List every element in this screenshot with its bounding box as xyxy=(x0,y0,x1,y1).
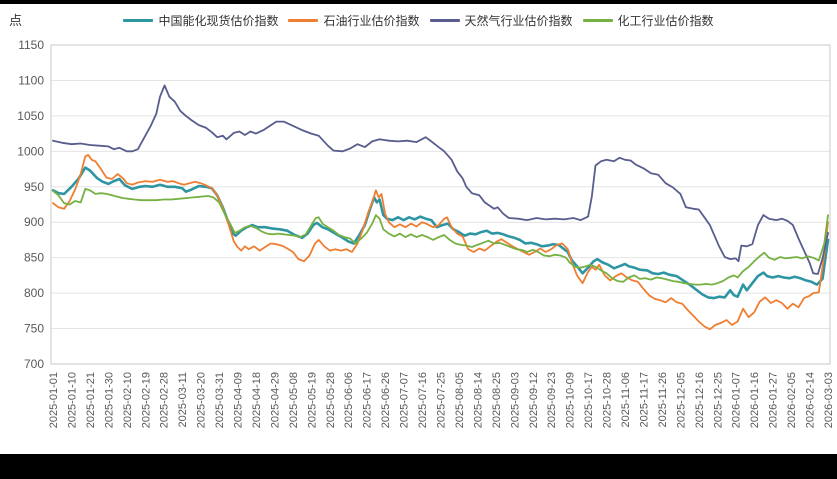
legend-label: 中国能化现货估价指数 xyxy=(158,14,279,28)
x-tick-label: 2025-10-17 xyxy=(583,372,595,428)
x-tick-label: 2025-02-10 xyxy=(122,372,134,428)
x-tick-label: 2025-08-25 xyxy=(491,372,503,428)
x-tick-label: 2025-11-17 xyxy=(638,372,650,427)
x-tick-label: 2025-02-28 xyxy=(159,372,171,428)
x-tick-label: 2025-08-14 xyxy=(472,372,484,428)
legend-item-0: 中国能化现货估价指数 xyxy=(123,12,278,29)
y-tick-label: 800 xyxy=(24,286,44,300)
x-tick-label: 2025-09-12 xyxy=(528,372,540,428)
x-tick-label: 2025-06-06 xyxy=(343,372,355,428)
x-tick-label: 2025-03-11 xyxy=(177,372,189,427)
legend-item-1: 石油行业估价指数 xyxy=(288,12,420,29)
x-tick-label: 2026-02-05 xyxy=(786,372,798,428)
legend-line-swatch xyxy=(123,19,154,22)
legend-item-3: 化工行业估价指数 xyxy=(582,12,714,29)
series-line-3 xyxy=(52,187,829,286)
x-tick-label: 2025-07-25 xyxy=(436,372,448,428)
x-tick-label: 2025-01-30 xyxy=(103,372,115,428)
x-tick-label: 2025-06-26 xyxy=(380,372,392,428)
series-line-1 xyxy=(52,153,829,331)
x-tick-label: 2025-12-05 xyxy=(675,372,687,428)
x-tick-label: 2025-07-16 xyxy=(417,372,429,428)
legend-label: 石油行业估价指数 xyxy=(323,14,420,28)
x-tick-label: 2025-05-19 xyxy=(306,372,318,428)
y-tick-label: 1050 xyxy=(17,109,44,123)
top-black-bar xyxy=(0,0,837,4)
x-tick-label: 2025-04-09 xyxy=(233,372,245,428)
x-tick-label: 2025-07-07 xyxy=(399,372,411,428)
x-tick-label: 2025-10-28 xyxy=(602,372,614,428)
legend-line-swatch xyxy=(429,19,460,22)
x-tick-label: 2025-01-01 xyxy=(48,372,60,428)
plot-border xyxy=(50,44,831,365)
legend: 中国能化现货估价指数 石油行业估价指数 天然气行业估价指数 化工行业估价指数 xyxy=(0,12,837,29)
x-tick-label: 2025-11-26 xyxy=(657,372,669,427)
x-tick-label: 2026-02-14 xyxy=(805,372,817,428)
x-tick-label: 2025-10-09 xyxy=(565,372,577,428)
x-tick-label: 2026-01-07 xyxy=(731,372,743,428)
x-tick-label: 2025-08-05 xyxy=(454,372,466,428)
x-tick-label: 2025-02-19 xyxy=(140,372,152,428)
x-tick-label: 2026-03-03 xyxy=(823,372,835,428)
series-line-2 xyxy=(52,84,829,275)
x-tick-label: 2025-09-03 xyxy=(509,372,521,428)
bottom-black-bar xyxy=(0,454,837,479)
x-tick-label: 2026-01-27 xyxy=(768,372,780,428)
y-axis-unit-label: 点 xyxy=(9,13,23,28)
x-tick-label: 2025-11-06 xyxy=(620,372,632,427)
y-tick-label: 700 xyxy=(24,357,44,371)
legend-item-2: 天然气行业估价指数 xyxy=(429,12,573,29)
y-tick-label: 1150 xyxy=(18,38,44,52)
x-tick-label: 2025-03-20 xyxy=(196,372,208,428)
y-tick-label: 900 xyxy=(24,215,44,229)
x-tick-label: 2025-04-18 xyxy=(251,372,263,428)
x-tick-label: 2025-01-21 xyxy=(85,372,97,428)
x-tick-label: 2025-05-08 xyxy=(288,372,300,428)
x-tick-label: 2025-12-16 xyxy=(694,372,706,428)
x-tick-label: 2025-03-31 xyxy=(214,372,226,428)
x-tick-label: 2025-04-29 xyxy=(269,372,281,428)
legend-label: 化工行业估价指数 xyxy=(617,14,714,28)
y-tick-label: 1000 xyxy=(17,144,44,158)
legend-label: 天然气行业估价指数 xyxy=(464,14,573,28)
x-tick-label: 2025-09-23 xyxy=(546,372,558,428)
y-tick-label: 950 xyxy=(24,180,44,194)
x-tick-label: 2025-01-10 xyxy=(66,372,78,428)
x-tick-label: 2025-05-28 xyxy=(325,372,337,428)
x-tick-label: 2025-06-17 xyxy=(362,372,374,428)
x-tick-label: 2025-12-25 xyxy=(712,372,724,428)
y-tick-label: 750 xyxy=(24,322,44,336)
legend-line-swatch xyxy=(582,19,613,22)
y-tick-label: 1100 xyxy=(18,73,44,87)
y-tick-label: 850 xyxy=(24,251,44,265)
legend-line-swatch xyxy=(288,19,319,22)
x-tick-label: 2026-01-16 xyxy=(749,372,761,428)
